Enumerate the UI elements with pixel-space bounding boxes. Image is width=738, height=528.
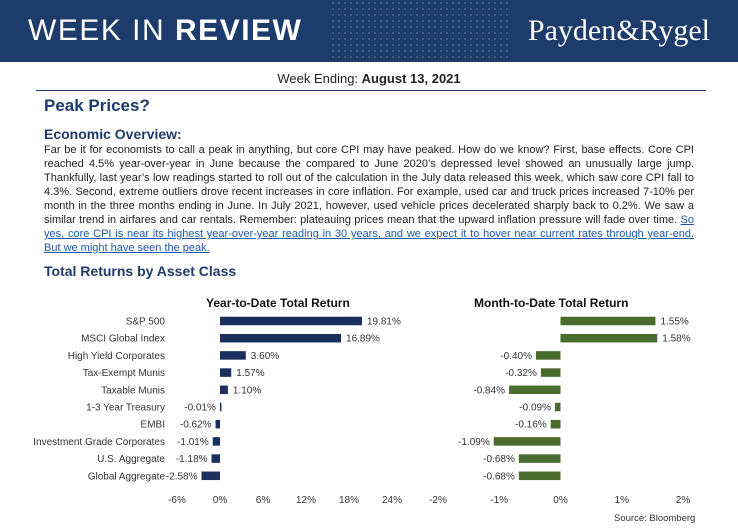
data-label: -1.01% [177,437,209,448]
data-label: -1.18% [176,454,208,465]
bar [536,351,561,360]
ytd-chart-title: Year-to-Date Total Return [206,296,350,310]
axis-tick-label: 6% [256,495,271,506]
data-label: 1.10% [233,385,261,396]
category-label: Global Aggregate [88,471,166,482]
bar [220,351,246,360]
section-heading: Economic Overview: [44,126,182,142]
newsletter-title: WEEK IN REVIEW [28,14,303,47]
category-label: S&P 500 [126,317,166,328]
header-rule [36,90,706,91]
axis-tick-label: 18% [339,495,359,506]
bar [560,316,656,326]
axis-tick-label: 0% [553,495,568,506]
article-link[interactable]: So yes, core CPI is near its highest yea… [44,214,694,254]
bar [550,419,561,429]
data-label: 1.55% [660,317,688,328]
bar [509,385,561,395]
data-label: 1.58% [662,334,690,345]
category-label: MSCI Global Index [81,334,165,345]
bar [220,385,228,395]
bar [220,316,362,326]
category-label: Tax-Exempt Munis [83,368,165,379]
axis-tick-label: -2% [429,495,447,506]
bar [215,419,220,429]
category-label: High Yield Corporates [68,351,165,362]
bar [211,454,220,463]
data-label: 16.89% [346,334,380,345]
bar [201,471,220,481]
article-body: Far be it for economists to call a peak … [44,144,694,254]
data-label: -1.09% [458,437,490,448]
mtd-chart-title: Month-to-Date Total Return [474,296,629,310]
axis-tick-label: -1% [490,495,508,506]
returns-section-heading: Total Returns by Asset Class [44,263,237,279]
bar [560,333,658,343]
data-label: -0.68% [483,454,515,465]
data-label: -0.68% [483,471,515,482]
bar [540,368,561,377]
header-banner: WEEK IN REVIEW Payden&Rygel [0,0,738,62]
axis-tick-label: 0% [213,495,228,506]
axis-tick-label: 12% [296,495,316,506]
bar [219,402,222,412]
data-label: -0.09% [519,403,551,414]
bar [554,402,561,412]
category-label: 1-3 Year Treasury [86,403,165,414]
data-label: -2.58% [166,471,198,482]
data-label: -0.84% [473,385,505,396]
bar [220,368,232,377]
bar [493,437,561,446]
data-label: -0.40% [500,351,532,362]
data-label: -0.32% [505,368,537,379]
bar [518,471,561,481]
category-label: Investment Grade Corporates [33,437,165,448]
data-label: -0.62% [180,420,212,431]
bar [220,333,342,343]
data-label: 19.81% [367,317,401,328]
data-label: 1.57% [236,368,264,379]
bar [518,454,561,463]
axis-tick-label: 2% [676,495,691,506]
data-label: 3.60% [251,351,279,362]
data-label: -0.01% [184,403,216,414]
axis-tick-label: -6% [168,495,186,506]
category-label: U.S. Aggregate [97,454,165,465]
axis-tick-label: 1% [615,495,630,506]
header-dot-pattern [330,0,510,62]
article-title: Peak Prices? [44,96,150,115]
axis-tick-label: 24% [382,495,402,506]
week-ending: Week Ending: August 13, 2021 [277,71,461,86]
category-label: Taxable Munis [101,385,165,396]
data-label: -0.16% [515,420,547,431]
bar [212,437,220,446]
brand-logo: Payden&Rygel [527,14,710,47]
category-label: EMBI [141,420,165,431]
source-note: Source: Bloomberg [614,513,696,524]
